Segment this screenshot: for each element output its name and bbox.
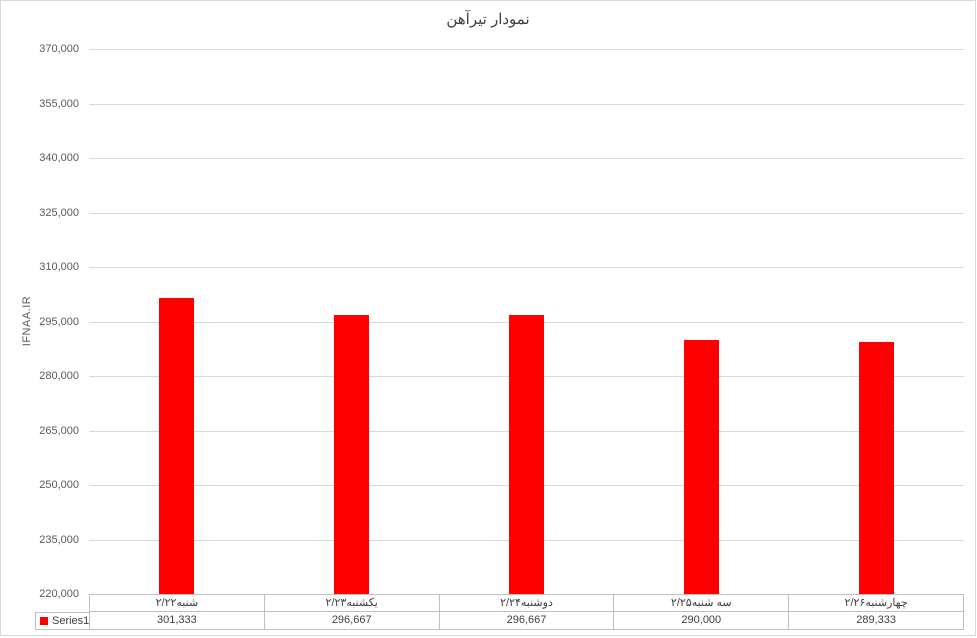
category-cell: چهارشنبه۲/۲۶ bbox=[789, 595, 964, 612]
bar-4 bbox=[684, 340, 719, 594]
legend-cell: Series1 bbox=[36, 612, 90, 630]
plot-area bbox=[89, 49, 964, 594]
y-tick-label: 325,000 bbox=[39, 207, 79, 219]
bar-1 bbox=[159, 298, 194, 594]
legend-marker-icon bbox=[40, 617, 48, 625]
data-table-header-row: شنبه۲/۲۲ یکشنبه۲/۲۳ دوشنبه۲/۲۴ سه شنبه۲/۲۵ چ… bbox=[89, 594, 964, 612]
grid-line bbox=[89, 49, 964, 50]
value-cell: 289,333 bbox=[789, 612, 964, 630]
category-cell: شنبه۲/۲۲ bbox=[90, 595, 265, 612]
category-cell: دوشنبه۲/۲۴ bbox=[439, 595, 615, 612]
grid-line bbox=[89, 104, 964, 105]
y-tick-label: 250,000 bbox=[39, 479, 79, 491]
category-cell: سه شنبه۲/۲۵ bbox=[614, 595, 790, 612]
y-tick-label: 340,000 bbox=[39, 152, 79, 164]
y-tick-label: 220,000 bbox=[39, 588, 79, 600]
grid-line bbox=[89, 158, 964, 159]
chart-title: نمودار تیرآهن bbox=[446, 11, 530, 28]
value-cell: 301,333 bbox=[90, 612, 265, 630]
grid-line bbox=[89, 267, 964, 268]
y-tick-label: 280,000 bbox=[39, 370, 79, 382]
data-table-value-row: Series1 301,333 296,667 296,667 290,000 289,… bbox=[35, 612, 964, 630]
bar-5 bbox=[859, 342, 894, 594]
value-cell: 296,667 bbox=[439, 612, 615, 630]
y-tick-label: 295,000 bbox=[39, 316, 79, 328]
legend-series-label: Series1 bbox=[52, 615, 90, 627]
bar-2 bbox=[334, 315, 369, 594]
value-cell: 290,000 bbox=[614, 612, 790, 630]
bar-3 bbox=[509, 315, 544, 594]
y-tick-label: 265,000 bbox=[39, 425, 79, 437]
value-cell: 296,667 bbox=[264, 612, 440, 630]
y-tick-label: 310,000 bbox=[39, 261, 79, 273]
y-tick-label: 355,000 bbox=[39, 98, 79, 110]
category-cell: یکشنبه۲/۲۳ bbox=[264, 595, 440, 612]
grid-line bbox=[89, 213, 964, 214]
y-tick-label: 235,000 bbox=[39, 534, 79, 546]
y-tick-label: 370,000 bbox=[39, 43, 79, 55]
